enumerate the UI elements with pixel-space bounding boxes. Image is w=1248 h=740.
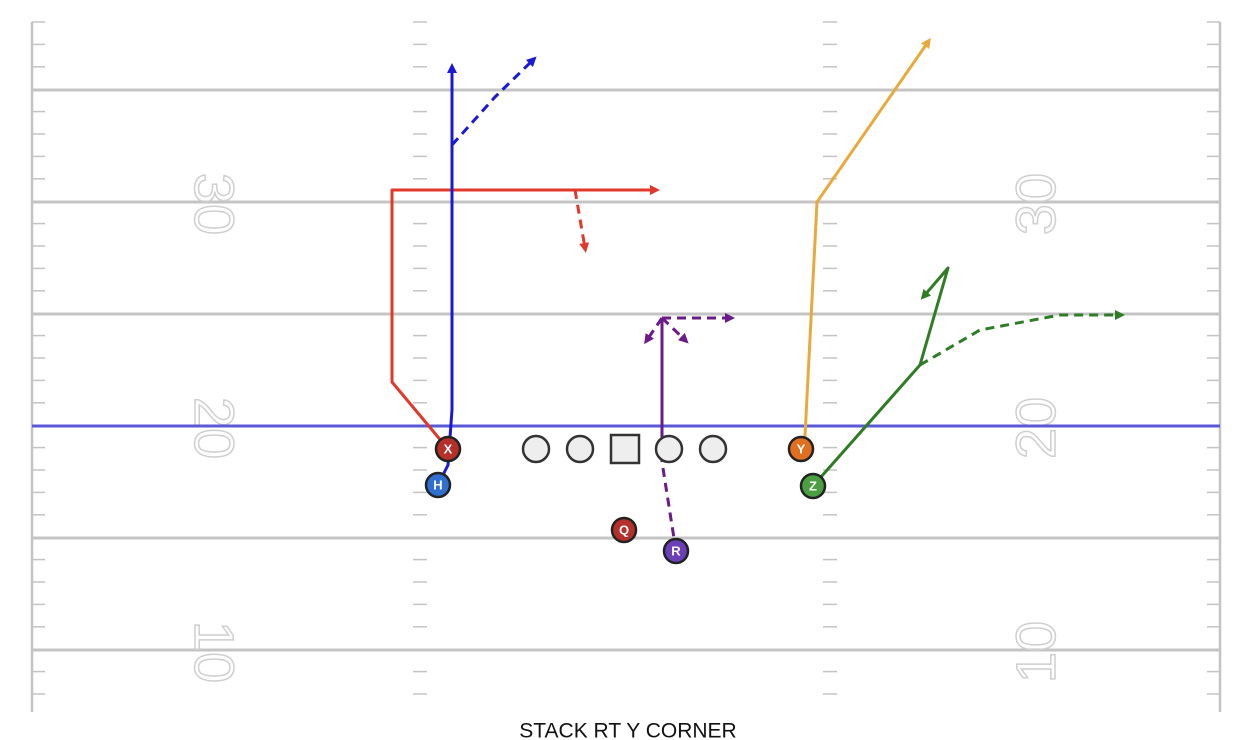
lineman: [565, 434, 595, 464]
player-marker: [662, 537, 690, 565]
player-marker: [424, 471, 452, 499]
route: [660, 461, 678, 552]
route: [436, 63, 457, 486]
route: [811, 266, 950, 487]
player-label: Y: [797, 442, 806, 457]
player-marker: [610, 516, 638, 544]
offensive-line: [521, 433, 728, 465]
player-label: H: [433, 478, 442, 493]
player-label: Z: [809, 479, 817, 494]
route-option: [573, 189, 590, 253]
play-title: STACK RT Y CORNER: [519, 720, 736, 740]
player-marker: [799, 472, 827, 500]
route-option: [644, 317, 664, 345]
player-marker: [787, 435, 815, 463]
yard-number: 20: [1004, 397, 1067, 459]
player-label: Q: [619, 523, 629, 538]
route-option: [450, 56, 537, 147]
yard-numbers: 30 20 10 30 20 10: [182, 172, 1067, 684]
player-label: X: [444, 442, 453, 457]
players: [424, 435, 827, 565]
yard-number: 20: [183, 397, 246, 459]
route: [799, 37, 931, 450]
routes: [390, 37, 1125, 552]
route: [390, 185, 660, 450]
player-labels: X H Y Z Q R: [433, 442, 817, 559]
lineman: [654, 434, 684, 464]
route-option: [919, 310, 1125, 367]
center: [609, 433, 641, 465]
yard-number: 10: [183, 621, 246, 683]
lineman: [698, 434, 728, 464]
yard-number: 10: [1004, 621, 1067, 683]
yard-number: 30: [183, 173, 246, 235]
field-lines: [30, 21, 1222, 712]
player-label: R: [671, 544, 681, 559]
route-option: [660, 316, 689, 344]
lineman: [521, 434, 551, 464]
player-marker: [434, 435, 462, 463]
yard-number: 30: [1004, 173, 1067, 235]
